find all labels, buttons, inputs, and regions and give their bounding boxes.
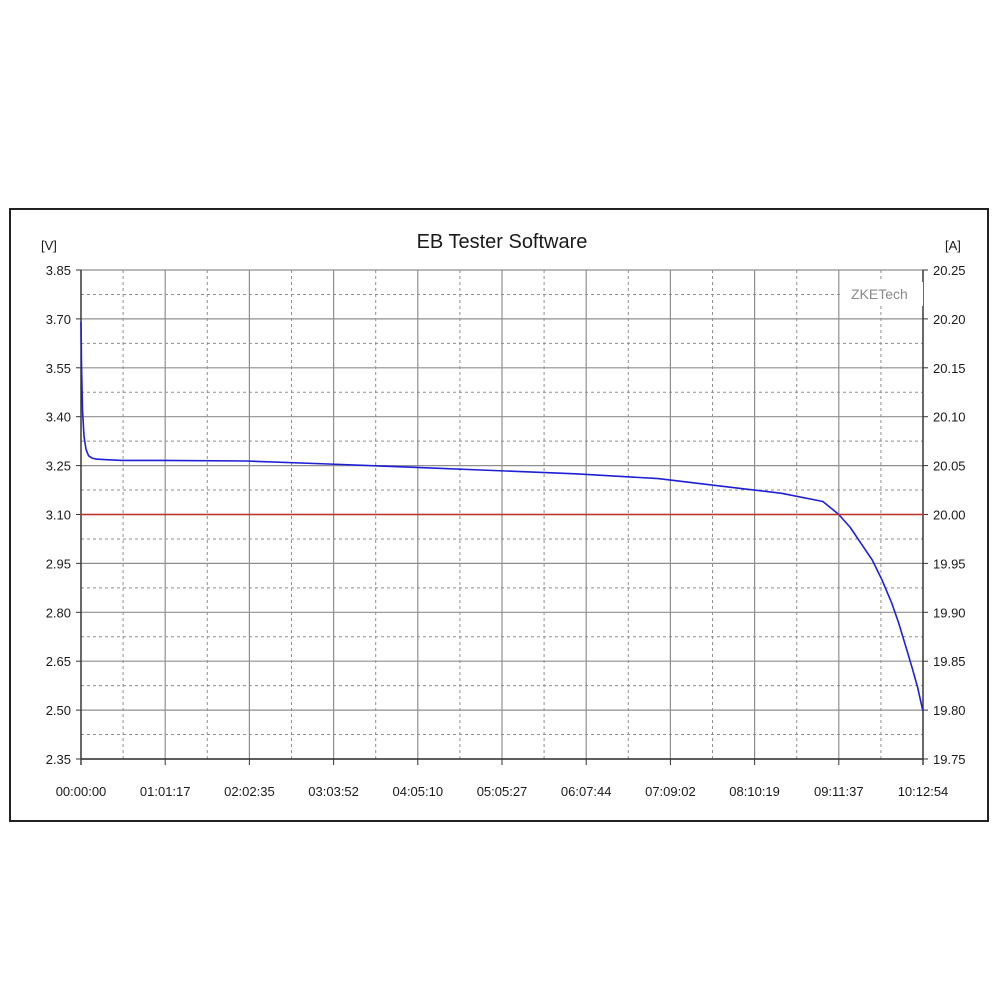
right-tick-label: 20.05 <box>933 459 966 474</box>
right-tick-label: 19.75 <box>933 752 966 767</box>
left-tick-label: 2.95 <box>46 556 71 571</box>
left-tick-label: 3.40 <box>46 410 71 425</box>
x-tick-label: 10:12:54 <box>898 784 949 799</box>
left-tick-label: 2.50 <box>46 703 71 718</box>
x-tick-label: 09:11:37 <box>814 784 864 799</box>
x-tick-label: 07:09:02 <box>645 784 696 799</box>
right-tick-label: 19.85 <box>933 654 966 669</box>
right-tick-label: 20.15 <box>933 361 966 376</box>
right-axis-unit-label: [A] <box>945 238 961 253</box>
chart-title: EB Tester Software <box>417 231 588 253</box>
left-tick-label: 2.35 <box>46 752 71 767</box>
right-tick-label: 20.25 <box>933 263 966 278</box>
left-tick-label: 3.10 <box>46 508 71 523</box>
left-tick-label: 2.65 <box>46 654 71 669</box>
x-tick-label: 03:03:52 <box>308 784 359 799</box>
x-tick-label: 05:05:27 <box>477 784 528 799</box>
watermark-background <box>841 282 923 306</box>
left-tick-label: 3.25 <box>46 459 71 474</box>
grid <box>80 269 924 760</box>
right-tick-label: 20.00 <box>933 508 966 523</box>
chart-plot: EB Tester Software [V] [A] 3.853.703.553… <box>41 231 966 799</box>
tick-labels: 3.85 3.70 3.55 3.40 3.25 3.10 2.95 2.80 2.65 2.50… <box>46 263 966 799</box>
right-tick-label: 20.10 <box>933 410 966 425</box>
x-tick-label: 04:05:10 <box>392 784 443 799</box>
left-tick-label: 2.80 <box>46 605 71 620</box>
x-tick-label: 02:02:35 <box>224 784 275 799</box>
x-tick-label: 00:00:00 <box>56 784 107 799</box>
right-tick-label: 19.90 <box>933 605 966 620</box>
x-tick-label: 06:07:44 <box>561 784 612 799</box>
left-tick-label: 3.70 <box>46 312 71 327</box>
right-tick-label: 20.20 <box>933 312 966 327</box>
x-tick-label: 01:01:17 <box>140 784 191 799</box>
left-tick-label: 3.85 <box>46 263 71 278</box>
left-axis-unit-label: [V] <box>41 238 57 253</box>
watermark-text: ZKETech <box>851 286 908 302</box>
series <box>80 321 924 711</box>
voltage-series-line <box>80 321 924 711</box>
right-tick-label: 19.95 <box>933 556 966 571</box>
chart-frame: EB Tester Software [V] [A] 3.85 3.70 3.55 3… <box>9 208 989 822</box>
left-tick-label: 3.55 <box>46 361 71 376</box>
right-tick-label: 19.80 <box>933 703 966 718</box>
x-tick-label: 08:10:19 <box>729 784 780 799</box>
